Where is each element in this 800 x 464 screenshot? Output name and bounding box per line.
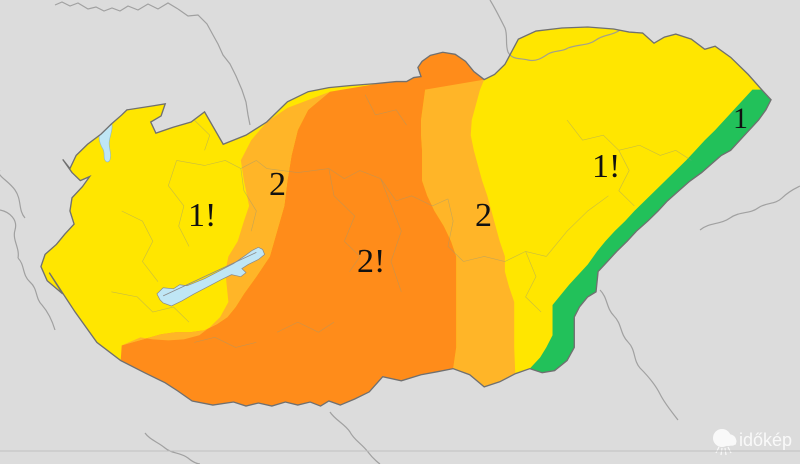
svg-text:2!: 2! [357, 243, 385, 280]
svg-text:2: 2 [269, 166, 286, 203]
svg-text:1!: 1! [188, 197, 216, 234]
svg-text:időkép: időkép [739, 430, 792, 450]
svg-text:2: 2 [475, 197, 492, 234]
svg-text:1!: 1! [592, 148, 620, 185]
svg-text:1: 1 [733, 102, 748, 135]
